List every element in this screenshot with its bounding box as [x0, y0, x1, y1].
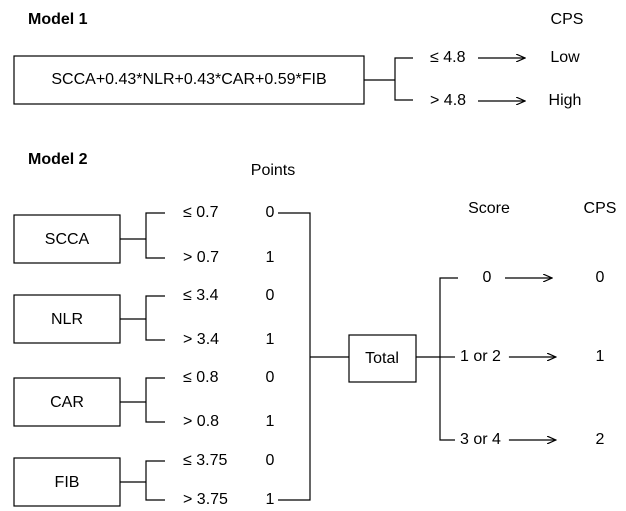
- condition: > 3.4: [183, 331, 219, 348]
- bracket: [145, 460, 165, 501]
- model2-title: Model 2: [28, 151, 88, 168]
- formula: SCCA+0.43*NLR+0.43*CAR+0.59*FIB: [51, 71, 326, 88]
- condition: > 4.8: [430, 92, 466, 109]
- bracket: [439, 277, 458, 441]
- cps-header: CPS: [551, 11, 584, 28]
- variable-name: SCCA: [45, 231, 90, 248]
- points: 1: [266, 491, 275, 508]
- condition: ≤ 4.8: [430, 49, 466, 66]
- points: 0: [266, 204, 275, 221]
- collector: [278, 212, 311, 501]
- points: 0: [266, 287, 275, 304]
- cps: 0: [596, 269, 605, 286]
- variable-name: NLR: [51, 311, 83, 328]
- points: 1: [266, 331, 275, 348]
- points-header: Points: [251, 162, 295, 179]
- total-box: [348, 334, 417, 383]
- model1-title: Model 1: [28, 11, 88, 28]
- variable-name: FIB: [55, 474, 80, 491]
- points: 0: [266, 452, 275, 469]
- bracket: [145, 377, 165, 423]
- cps-result: High: [549, 92, 582, 109]
- bracket: [145, 295, 165, 341]
- score: 0: [483, 269, 492, 286]
- condition: ≤ 3.4: [183, 287, 219, 304]
- cps-header: CPS: [584, 200, 617, 217]
- score: 3 or 4: [460, 431, 501, 448]
- condition: > 0.8: [183, 413, 219, 430]
- condition: ≤ 0.7: [183, 204, 219, 221]
- total: Total: [365, 350, 399, 367]
- variable-name: CAR: [50, 394, 84, 411]
- points: 0: [266, 369, 275, 386]
- condition: > 0.7: [183, 249, 219, 266]
- points: 1: [266, 249, 275, 266]
- cps: 2: [596, 431, 605, 448]
- bracket: [145, 212, 165, 259]
- bracket: [394, 57, 413, 101]
- cps: 1: [596, 348, 605, 365]
- points: 1: [266, 413, 275, 430]
- condition: ≤ 3.75: [183, 452, 227, 469]
- condition: ≤ 0.8: [183, 369, 219, 386]
- cps-result: Low: [550, 49, 580, 66]
- score: 1 or 2: [460, 348, 501, 365]
- condition: > 3.75: [183, 491, 228, 508]
- score-header: Score: [468, 200, 510, 217]
